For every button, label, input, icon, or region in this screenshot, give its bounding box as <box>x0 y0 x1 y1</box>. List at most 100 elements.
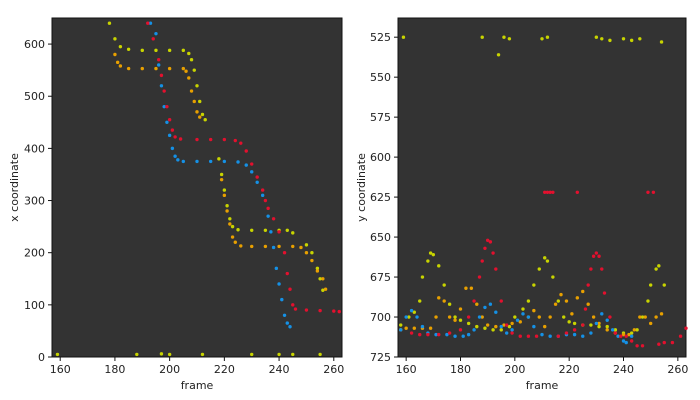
data-point <box>208 159 213 164</box>
data-point <box>189 58 194 62</box>
data-point <box>159 73 164 78</box>
data-point <box>640 344 645 348</box>
data-point <box>293 307 298 311</box>
data-point <box>461 334 465 338</box>
data-point <box>195 137 199 142</box>
data-point <box>600 37 604 41</box>
data-point <box>491 251 495 255</box>
data-point <box>173 135 177 139</box>
data-point <box>271 245 276 250</box>
data-point <box>113 37 117 41</box>
data-point <box>195 84 199 88</box>
data-point <box>662 340 666 345</box>
data-point <box>437 264 441 268</box>
data-point <box>230 224 235 229</box>
data-point <box>178 137 183 141</box>
data-point <box>654 267 658 271</box>
data-point <box>545 190 550 194</box>
data-point <box>269 230 273 234</box>
data-point <box>678 334 683 338</box>
data-point <box>192 99 196 104</box>
data-point <box>483 305 487 310</box>
data-point <box>228 217 232 221</box>
y-tick-label: 600 <box>24 38 45 51</box>
data-point <box>250 170 254 174</box>
data-point <box>670 340 675 345</box>
data-point <box>591 254 596 258</box>
data-point <box>581 289 585 294</box>
data-point <box>602 291 607 295</box>
data-point <box>551 190 555 194</box>
data-point <box>521 307 525 311</box>
y-tick-label: 500 <box>24 90 45 103</box>
x-coordinate-panel: 160 180 200 220 240 260 0 100 200 300 400 500 600 fra… <box>8 17 344 392</box>
data-point <box>504 331 509 335</box>
data-point <box>135 352 139 357</box>
data-point <box>640 315 645 319</box>
data-point <box>605 324 609 329</box>
data-point <box>591 315 596 319</box>
data-point <box>250 352 254 357</box>
data-point <box>526 315 531 319</box>
data-point <box>600 267 604 271</box>
data-point <box>115 60 120 65</box>
data-point <box>225 209 229 213</box>
data-point <box>545 259 550 263</box>
data-point <box>200 352 205 357</box>
x-tick-label: 260 <box>323 363 344 376</box>
data-point <box>407 315 411 319</box>
data-point <box>480 315 484 319</box>
data-point <box>437 332 441 337</box>
data-point <box>559 292 563 297</box>
data-point <box>167 352 172 357</box>
data-point <box>156 63 161 67</box>
data-point <box>187 76 191 80</box>
data-point <box>572 321 577 326</box>
data-point <box>285 321 289 325</box>
data-point <box>277 244 281 249</box>
data-point <box>151 37 155 41</box>
data-point <box>659 312 664 316</box>
data-point <box>494 324 498 329</box>
data-point <box>515 318 520 322</box>
y-axis-label: y coordinate <box>355 153 368 222</box>
data-point <box>532 308 536 313</box>
data-point <box>321 277 325 281</box>
data-point <box>570 312 574 316</box>
x-tick-label: 240 <box>269 363 290 376</box>
data-point <box>255 175 259 179</box>
y-tick-label: 300 <box>24 195 45 208</box>
data-point <box>282 313 287 317</box>
data-point <box>594 35 599 39</box>
data-point <box>198 115 202 119</box>
data-point <box>285 271 289 276</box>
data-point <box>208 137 213 142</box>
y-tick-label: 550 <box>370 71 391 84</box>
data-point <box>401 35 406 39</box>
y-tick-label: 675 <box>370 271 391 284</box>
data-point <box>453 334 457 338</box>
x-tick-label: 260 <box>667 363 688 376</box>
data-point <box>575 190 580 194</box>
data-point <box>318 308 322 313</box>
data-point <box>483 326 487 330</box>
data-point <box>222 159 227 164</box>
data-point <box>118 64 123 68</box>
data-point <box>277 230 281 234</box>
data-point <box>288 325 292 329</box>
data-point <box>464 286 468 290</box>
data-point <box>176 158 180 162</box>
data-point <box>502 323 506 327</box>
y-tick-label: 100 <box>24 299 45 312</box>
data-point <box>159 84 164 88</box>
data-point <box>222 188 227 192</box>
data-point <box>575 296 580 300</box>
data-point <box>629 331 634 335</box>
data-point <box>608 38 612 43</box>
data-point <box>167 66 172 71</box>
data-point <box>657 264 661 268</box>
data-point <box>586 283 590 287</box>
data-point <box>418 299 422 303</box>
y-tick-label: 400 <box>24 142 45 155</box>
data-point <box>472 328 476 332</box>
